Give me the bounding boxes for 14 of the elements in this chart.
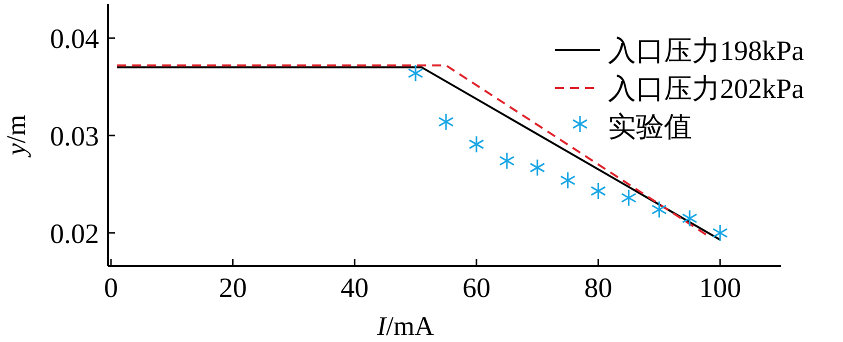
x-tick-label: 0: [104, 273, 118, 304]
y-tick-label: 0.04: [50, 24, 99, 56]
x-tick-label: 40: [340, 273, 369, 304]
legend-label: 入口压力202kPa: [608, 74, 805, 105]
x-tick-label: 80: [584, 273, 612, 304]
y-tick-label: 0.03: [50, 121, 99, 152]
x-tick-label: 60: [462, 273, 490, 304]
legend-label: 入口压力198kPa: [608, 36, 805, 67]
y-tick-label: 0.02: [50, 218, 99, 250]
y-axis-title: y/m: [1, 114, 31, 158]
x-tick-label: 20: [218, 273, 247, 304]
legend-label: 实验值: [608, 112, 692, 143]
x-axis-title: I/mA: [376, 311, 434, 341]
x-tick-label: 100: [699, 273, 742, 304]
